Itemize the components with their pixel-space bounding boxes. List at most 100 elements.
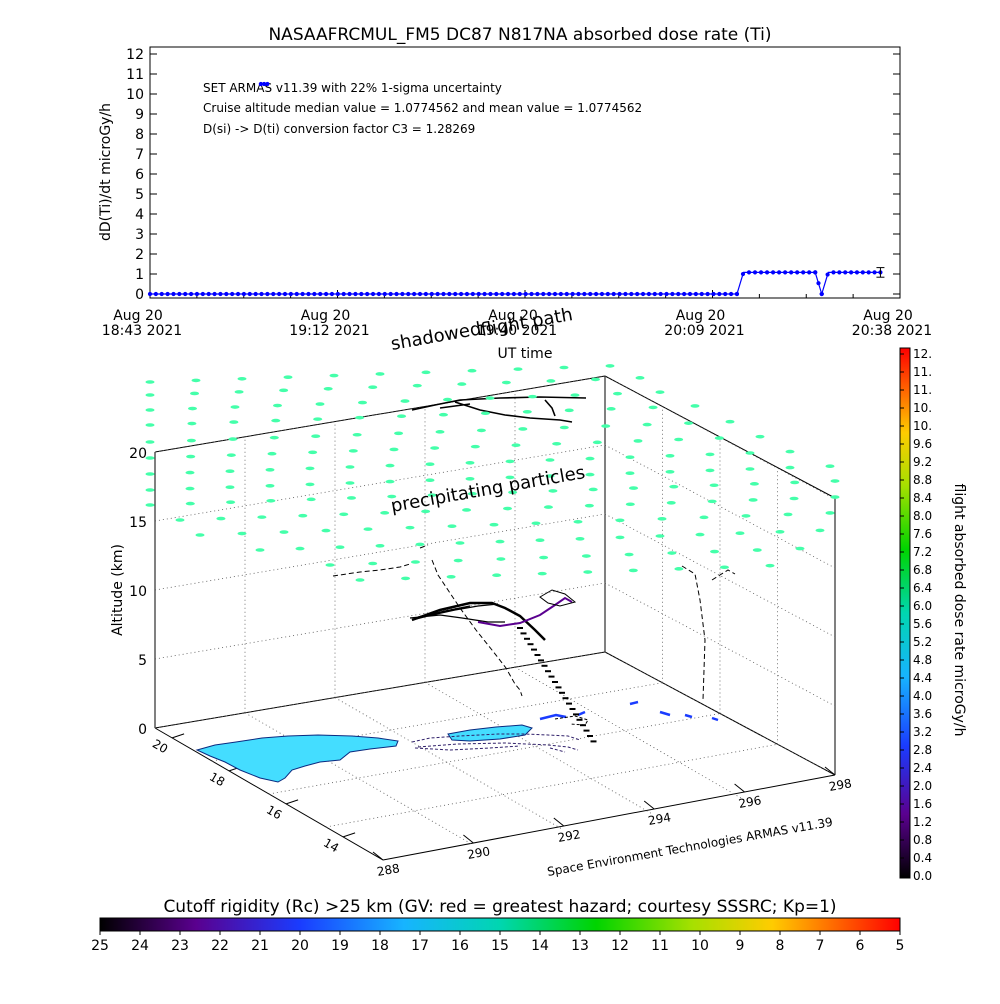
dose-point (699, 291, 704, 297)
particle-marker (145, 440, 155, 444)
dose-point (453, 291, 458, 297)
dose-point (776, 270, 782, 275)
dose-point (866, 270, 871, 275)
particle-marker (625, 455, 635, 460)
particle-marker (775, 530, 785, 534)
dose-point (582, 291, 587, 297)
descent-marks (517, 627, 597, 743)
particle-marker (543, 505, 553, 509)
dose-point (801, 270, 806, 275)
credit-label: Space Environment Technologies ARMAS v11… (546, 815, 834, 879)
dose-point (464, 291, 470, 297)
dose-point (312, 291, 317, 297)
dose-colorbar-ticks: 12. 11. 11. 10. 10. 9.6 9.2 8.8 8.4 8.0 7.6 7.2 6.8 6… (900, 347, 932, 883)
particle-marker (255, 548, 265, 552)
particle-marker (421, 370, 431, 375)
dose-point (552, 291, 558, 297)
particle-marker (438, 412, 448, 417)
dose-point (482, 291, 487, 297)
particle-marker (313, 417, 323, 421)
particle-marker (380, 511, 390, 515)
particle-marker (535, 538, 545, 542)
dose-point (652, 291, 657, 297)
dose-point (370, 291, 376, 297)
dose-point (795, 270, 800, 275)
dose-point (825, 272, 830, 277)
particle-marker (573, 519, 583, 524)
particle-marker (625, 471, 635, 476)
x-tick-date: Aug 20 (301, 308, 351, 324)
dose-point (831, 270, 836, 275)
dose-point (734, 291, 740, 297)
particle-marker (615, 535, 625, 540)
dose-point (658, 291, 663, 297)
dose-point (188, 291, 194, 297)
grid-line-floor (514, 666, 744, 800)
dose-point (752, 270, 758, 275)
lon-tick-mark (643, 800, 655, 810)
particle-marker (690, 404, 700, 408)
colorbar-tick-label: 2.0 (913, 779, 932, 793)
particle-marker (624, 552, 634, 557)
particle-marker (265, 468, 275, 472)
land-shapes (195, 700, 719, 783)
dose-point (588, 291, 593, 297)
dose-point (271, 291, 276, 297)
y-tick-label: 7 (135, 147, 144, 163)
x-tick-date: Aug 20 (676, 308, 726, 324)
dose-point (819, 291, 824, 297)
dose-point (770, 270, 776, 275)
particle-marker (346, 496, 356, 500)
rigidity-tick-label: 22 (211, 938, 229, 954)
particle-marker (633, 439, 643, 443)
particle-marker (185, 470, 195, 475)
colorbar-tick-label: 2.4 (913, 761, 932, 775)
particle-marker (495, 539, 505, 544)
dose-point (646, 291, 652, 297)
dose-point (230, 291, 235, 297)
particle-marker (363, 527, 373, 531)
colorbar-tick-label: 6.0 (913, 599, 932, 613)
colorbar-tick-label: 10. (913, 401, 932, 415)
particle-marker (375, 544, 385, 548)
dose-point (306, 291, 311, 297)
dose-point (541, 291, 546, 297)
particle-marker (537, 571, 547, 576)
particle-marker (752, 548, 762, 552)
particle-marker (410, 560, 420, 564)
dose-point (365, 291, 370, 297)
lon-tick-mark (734, 783, 745, 793)
dose-point (441, 291, 446, 297)
particle-marker (229, 420, 239, 424)
particle-marker (709, 483, 719, 488)
particle-marker (785, 449, 795, 454)
rigidity-tick-label: 15 (491, 938, 509, 954)
dose-point (412, 291, 417, 297)
dose-point (837, 270, 842, 275)
colorbar-tick-label: 4.4 (913, 671, 932, 685)
particle-marker (548, 489, 558, 493)
particle-marker (435, 430, 445, 434)
dose-point (789, 270, 794, 275)
lon-tick-mark (372, 851, 384, 861)
particle-marker (175, 518, 185, 522)
dose-point (593, 291, 599, 297)
particle-marker (665, 470, 675, 474)
x-tick-date: Aug 20 (488, 308, 538, 324)
particle-marker (465, 477, 475, 481)
lon-tick-label: 296 (737, 793, 762, 811)
rigidity-tick-label: 21 (251, 938, 269, 954)
particle-marker (234, 390, 244, 394)
dose-point (224, 291, 229, 297)
x-tick-time: 18:43 2021 (102, 323, 182, 339)
particle-marker (657, 517, 667, 521)
dose-point (494, 291, 499, 297)
particle-marker (311, 434, 321, 439)
particle-marker (470, 444, 480, 449)
dose-point (206, 291, 211, 297)
dose-point (353, 291, 358, 297)
particle-marker (745, 467, 755, 471)
flight-path-box (539, 589, 577, 607)
particle-marker (605, 364, 615, 368)
colorbar-tick-label: 8.0 (913, 509, 932, 523)
